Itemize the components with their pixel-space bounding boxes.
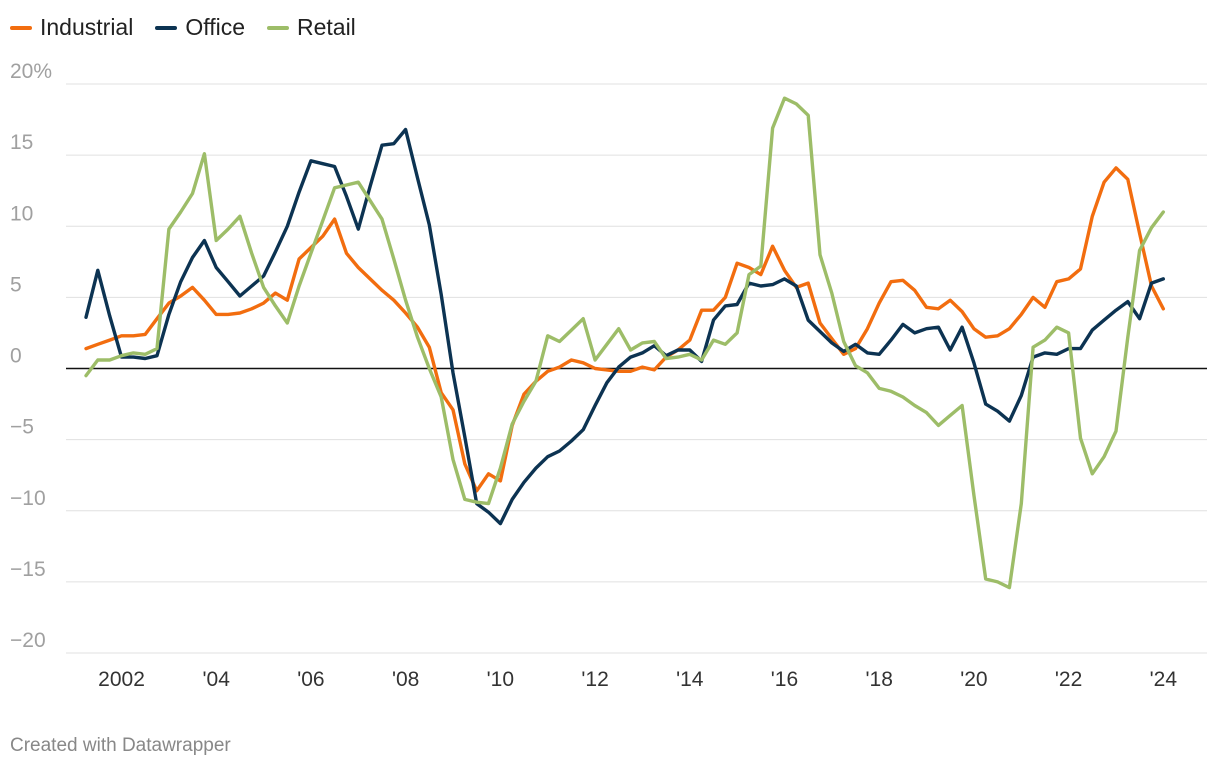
- x-tick-label: '12: [581, 668, 608, 691]
- x-tick-label: 2002: [98, 668, 145, 691]
- legend-swatch-office: [155, 25, 178, 30]
- x-tick-label: '14: [676, 668, 704, 691]
- x-axis-tick-labels: 2002 '04 '06 '08 '10 '12 '14 '16 '18 '20 '22 '24: [98, 668, 1177, 691]
- legend-swatch-industrial: [10, 25, 32, 30]
- chart-gridlines: [66, 83, 1207, 654]
- x-tick-label: '20: [960, 668, 987, 691]
- y-tick-label: −10: [10, 487, 46, 510]
- y-tick-label: −15: [10, 558, 46, 581]
- y-tick-label: 15: [10, 131, 33, 154]
- chart-legend: Industrial Office Retail: [10, 14, 356, 41]
- x-tick-label: '24: [1150, 668, 1178, 691]
- x-tick-label: '08: [392, 668, 419, 691]
- y-tick-label: 5: [10, 273, 22, 296]
- series-line-retail: [84, 96, 1166, 590]
- series-lines: [84, 96, 1166, 590]
- x-tick-label: '18: [866, 668, 893, 691]
- series-line-industrial: [84, 166, 1166, 493]
- legend-label-retail: Retail: [296, 14, 356, 40]
- y-tick-label: −5: [10, 416, 34, 439]
- y-tick-label: 20%: [10, 60, 52, 83]
- x-tick-label: '10: [487, 668, 514, 691]
- legend-item-industrial: Industrial: [10, 14, 133, 41]
- legend-label-office: Office: [185, 14, 245, 40]
- series-line-office: [84, 127, 1166, 526]
- footer-credit: Created with Datawrapper: [10, 735, 231, 756]
- x-tick-label: '06: [297, 668, 324, 691]
- legend-item-office: Office: [155, 14, 245, 41]
- x-tick-label: '22: [1055, 668, 1082, 691]
- x-tick-label: '04: [203, 668, 231, 691]
- y-tick-label: −20: [10, 629, 46, 652]
- legend-item-retail: Retail: [266, 14, 356, 41]
- legend-swatch-retail: [266, 25, 289, 30]
- y-tick-label: 0: [10, 345, 22, 368]
- legend-label-industrial: Industrial: [40, 14, 134, 40]
- y-axis-tick-labels: 20% 15 10 5 0 −5 −10 −15 −20: [10, 60, 52, 652]
- x-tick-label: '16: [771, 668, 798, 691]
- y-tick-label: 10: [10, 202, 33, 225]
